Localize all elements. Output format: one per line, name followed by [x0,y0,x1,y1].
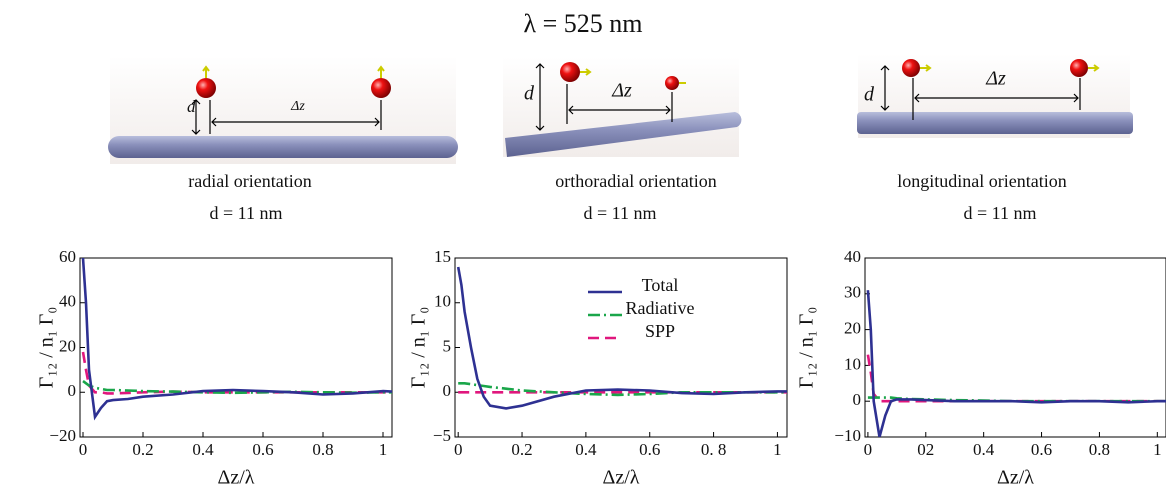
plot-frame [79,257,393,438]
height-label: d [864,84,875,106]
x-tick-label: 0.4 [973,440,995,459]
x-tick-label: 0.8 [312,440,333,459]
y-tick-label: 15 [434,247,451,266]
y-axis-label: Γ₁₂ / n₁ Γ₀ [796,307,818,389]
y-tick-label: −20 [49,426,76,445]
y-tick-label: 5 [443,336,452,355]
panel-subtitle: d = 11 nm [210,203,283,223]
distance-label: Δz [985,68,1006,90]
series-line [456,266,787,410]
y-tick-label: −10 [834,426,861,445]
y-axis-label: Γ₁₂ / n₁ Γ₀ [36,307,58,389]
x-tick-label: 1 [1153,440,1162,459]
panel-caption: orthoradial orientation [555,171,716,191]
x-tick-label: 1 [773,440,782,459]
series-line [458,382,787,397]
x-tick-label: 0.6 [1031,440,1052,459]
y-tick-label: 0 [443,381,452,400]
illustration: d Δz [503,57,742,157]
x-tick-label: 0 [454,440,463,459]
y-tick-label: 40 [844,247,861,266]
y-axis-label: Γ₁₂ / n₁ Γ₀ [408,307,430,389]
illustration: d Δz [108,56,458,164]
x-tick-label: 0 [864,440,873,459]
x-tick-label: 0.2 [132,440,153,459]
plot-frame [454,257,788,438]
y-tick-label: 0 [853,390,862,409]
y-tick-label: 20 [844,319,861,338]
series-line [82,380,392,395]
panel-caption: radial orientation [188,171,311,191]
x-tick-label: 0.2 [511,440,532,459]
x-tick-label: 0.6 [639,440,660,459]
series-line [81,351,392,395]
legend-label: SPP [645,321,675,341]
legend-label: Total [642,275,679,295]
panel-subtitle: d = 11 nm [584,203,657,223]
series-line [866,290,1166,437]
y-tick-label: 0 [68,381,77,400]
x-tick-label: 0 [79,440,88,459]
x-tick-label: 02 [917,440,934,459]
y-tick-label: 30 [844,283,861,302]
y-tick-label: 20 [59,336,76,355]
x-axis-label: Δz/λ [997,467,1034,489]
y-tick-label: 40 [59,292,76,311]
distance-label: Δz [290,99,305,114]
series-line [866,354,1166,403]
illustration: d Δz [857,54,1133,138]
legend-label: Radiative [626,298,695,318]
x-tick-label: 0.6 [252,440,273,459]
height-label: d [187,97,196,116]
height-label: d [524,83,535,105]
distance-label: Δz [611,80,632,102]
x-tick-label: 0.4 [575,440,597,459]
x-axis-label: Δz/λ [603,467,640,489]
panel-caption: longitudinal orientation [897,171,1066,191]
plot-frame [864,257,1166,438]
series-line [81,258,392,421]
x-tick-label: 0. 8 [701,440,727,459]
y-tick-label: 10 [434,292,451,311]
y-tick-label: −5 [433,426,451,445]
x-tick-label: 1 [379,440,388,459]
y-tick-label: 60 [59,247,76,266]
panel-subtitle: d = 11 nm [964,203,1037,223]
x-axis-label: Δz/λ [218,467,255,489]
figure-title: λ = 525 nm [524,9,643,38]
x-tick-label: 0.8 [1089,440,1110,459]
x-tick-label: 0.4 [192,440,214,459]
y-tick-label: 10 [844,354,861,373]
